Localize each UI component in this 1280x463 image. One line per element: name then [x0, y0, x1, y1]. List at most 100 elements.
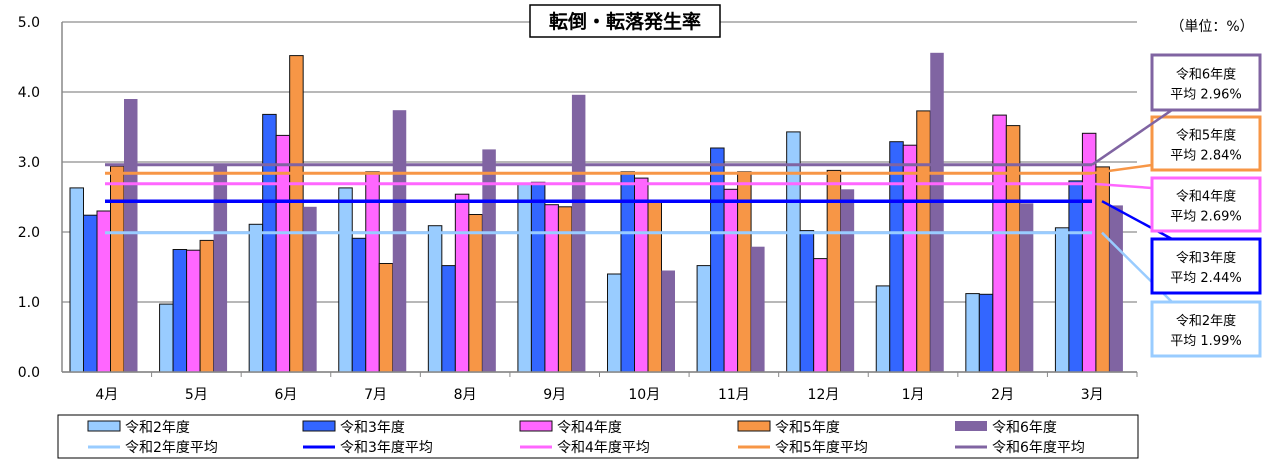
- x-tick-label: 8月: [454, 387, 477, 403]
- bar-令和2年度-12月: [786, 131, 801, 373]
- x-tick-label: 2月: [991, 387, 1014, 403]
- bar-令和3年度-3月: [1068, 180, 1083, 373]
- bar-令和2年度-9月: [517, 183, 532, 373]
- x-tick-label: 1月: [902, 387, 925, 403]
- bar-令和6年度-5月: [213, 164, 228, 372]
- bar-令和2年度-1月: [875, 285, 891, 373]
- bar-令和6年度-6月: [303, 206, 317, 372]
- bar-令和4年度-5月: [186, 249, 201, 373]
- bar-令和4年度-6月: [275, 134, 291, 373]
- callout-box: [1150, 300, 1262, 358]
- bar-令和3年度-7月: [351, 237, 367, 373]
- callout-title: 令和2年度: [1176, 313, 1236, 329]
- bar-令和4年度-4月: [96, 210, 111, 373]
- bar-令和5年度-8月: [468, 214, 483, 373]
- legend-label: 令和4年度: [557, 420, 622, 436]
- bar-令和3年度-2月: [978, 293, 994, 373]
- bar-令和2年度-11月: [696, 265, 712, 373]
- bar-令和4年度-9月: [544, 204, 559, 373]
- unit-label: （単位：%）: [1170, 19, 1253, 35]
- bar-令和6年度-4月: [124, 99, 138, 372]
- bar-令和4年度-10月: [634, 177, 649, 373]
- callout-value: 平均 2.69%: [1170, 210, 1241, 225]
- x-tick-label: 4月: [95, 387, 118, 403]
- legend-swatch: [87, 420, 121, 432]
- bar-令和2年度-7月: [338, 187, 353, 373]
- legend-swatch: [302, 420, 336, 432]
- bar-令和3年度-11月: [710, 147, 725, 373]
- bar-令和5年度-6月: [289, 55, 304, 373]
- bar-令和3年度-4月: [83, 214, 98, 373]
- y-tick-label: 2.0: [18, 225, 40, 241]
- bar-令和6年度-8月: [482, 149, 496, 372]
- legend-label: 令和3年度平均: [340, 440, 433, 456]
- chart-title: 転倒・転落発生率: [549, 10, 701, 33]
- bar-令和2年度-10月: [607, 273, 622, 373]
- bar-令和2年度-4月: [69, 187, 84, 373]
- x-tick-label: 5月: [185, 387, 208, 403]
- legend-label: 令和5年度平均: [775, 440, 868, 456]
- x-tick-label: 10月: [628, 387, 660, 403]
- legend-label: 令和3年度: [340, 420, 405, 436]
- bar-令和5年度-2月: [1005, 125, 1021, 373]
- bar-令和4年度-2月: [992, 114, 1007, 373]
- bar-令和6年度-10月: [661, 270, 675, 372]
- chart-title-box: 転倒・転落発生率: [529, 4, 721, 38]
- bar-令和4年度-11月: [723, 188, 739, 373]
- y-tick-label: 4.0: [18, 85, 40, 101]
- bar-令和2年度-5月: [159, 303, 174, 373]
- legend-label: 令和2年度平均: [125, 440, 218, 456]
- bar-令和5年度-4月: [110, 165, 125, 373]
- callout-title: 令和4年度: [1176, 189, 1236, 205]
- bar-令和3年度-6月: [262, 113, 277, 373]
- legend-label: 令和5年度: [775, 420, 840, 436]
- x-tick-label: 3月: [1081, 387, 1104, 403]
- legend-label: 令和6年度平均: [992, 440, 1085, 456]
- x-tick-label: 11月: [718, 387, 750, 403]
- callout-box: [1150, 115, 1262, 172]
- x-tick-label: 6月: [274, 387, 297, 403]
- callout-value: 平均 2.84%: [1170, 149, 1241, 164]
- y-tick-label: 1.0: [18, 295, 40, 311]
- legend-swatch: [737, 420, 771, 432]
- callout-title: 令和5年度: [1176, 128, 1236, 144]
- bar-令和3年度-9月: [530, 181, 546, 373]
- bar-令和4年度-1月: [902, 144, 918, 373]
- bar-令和3年度-5月: [172, 249, 188, 373]
- bar-令和3年度-12月: [799, 230, 815, 373]
- bar-令和2年度-3月: [1054, 227, 1070, 373]
- legend-label: 令和6年度: [992, 420, 1057, 436]
- bar-令和4年度-3月: [1081, 132, 1097, 373]
- x-tick-label: 12月: [808, 387, 840, 403]
- x-tick-label: 9月: [543, 387, 566, 403]
- bar-令和3年度-1月: [889, 141, 904, 373]
- bar-令和2年度-8月: [427, 225, 443, 373]
- callout-title: 令和6年度: [1176, 67, 1236, 83]
- bar-令和6年度-12月: [840, 189, 855, 372]
- bar-令和5年度-10月: [647, 201, 662, 373]
- callout-box: [1150, 53, 1262, 112]
- bar-令和4年度-12月: [813, 258, 828, 373]
- legend-label: 令和2年度: [125, 420, 190, 436]
- bar-令和2年度-2月: [965, 293, 980, 373]
- legend-swatch: [519, 420, 553, 432]
- callout-title: 令和3年度: [1176, 250, 1236, 266]
- bar-令和6年度-7月: [392, 110, 407, 372]
- callout-value: 平均 2.44%: [1170, 271, 1241, 286]
- bar-令和5年度-5月: [199, 239, 215, 373]
- bar-令和5年度-7月: [378, 263, 394, 373]
- bar-令和6年度-1月: [930, 52, 944, 373]
- y-tick-label: 3.0: [18, 155, 40, 171]
- bar-令和5年度-1月: [916, 110, 931, 373]
- bar-令和5年度-3月: [1095, 166, 1110, 373]
- bar-令和6年度-11月: [751, 246, 765, 372]
- callout-value: 平均 1.99%: [1170, 334, 1241, 349]
- y-tick-label: 5.0: [18, 15, 40, 31]
- bar-令和4年度-8月: [454, 193, 470, 373]
- bar-令和2年度-6月: [248, 223, 264, 373]
- x-tick-label: 7月: [364, 387, 387, 403]
- y-tick-label: 0.0: [18, 365, 40, 381]
- callout-box: [1150, 176, 1262, 233]
- legend-label: 令和4年度平均: [557, 440, 650, 456]
